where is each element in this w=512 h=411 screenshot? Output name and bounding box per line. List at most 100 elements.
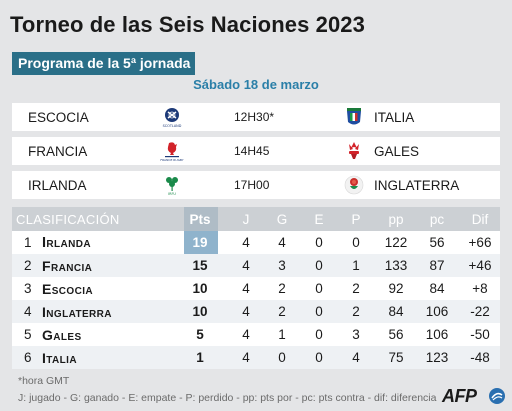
header-j: J (242, 211, 250, 227)
played: 4 (242, 350, 250, 365)
rank: 4 (24, 304, 32, 319)
france-rugby-logo-icon: FRANCE RUGBY (160, 142, 184, 162)
time-note: *hora GMT (18, 375, 70, 387)
abbreviation-legend: J: jugado - G: ganado - E: empate - P: p… (18, 392, 437, 404)
won: 4 (278, 235, 286, 250)
rank: 3 (24, 281, 32, 296)
fixture-home-team: ESCOCIA (28, 109, 89, 125)
pts-column-highlight (184, 207, 218, 231)
played: 4 (242, 281, 250, 296)
team-name: Escocia (42, 280, 94, 297)
points-against: 87 (429, 258, 445, 273)
table-row: 6 Italia 1 4 0 0 4 75 123 -48 (12, 346, 500, 369)
points: 1 (196, 350, 204, 365)
header-g: G (276, 211, 288, 227)
drawn: 0 (315, 258, 323, 273)
table-row: 4 Inglaterra 10 4 2 0 2 84 106 -22 (12, 300, 500, 323)
points-for: 133 (384, 258, 408, 273)
header-p: P (351, 211, 361, 227)
difference: -50 (470, 327, 490, 342)
drawn: 0 (315, 235, 323, 250)
difference: -48 (470, 350, 490, 365)
won: 2 (278, 304, 286, 319)
difference: +46 (468, 258, 492, 273)
lost: 0 (352, 235, 360, 250)
lost: 1 (352, 258, 360, 273)
team-name: Italia (42, 349, 77, 366)
afp-logo-icon (489, 388, 505, 404)
points: 5 (196, 327, 204, 342)
header-pts: Pts (189, 211, 211, 227)
header-clasificacion: CLASIFICACIÓN (16, 211, 120, 227)
rank: 2 (24, 258, 32, 273)
lost: 3 (352, 327, 360, 342)
header-pc: pc (429, 211, 445, 227)
rank: 1 (24, 235, 32, 250)
italy-rugby-logo-icon (347, 108, 361, 125)
subtitle-badge: Programa de la 5ª jornada (12, 52, 196, 75)
rank: 5 (24, 327, 32, 342)
difference: -22 (470, 304, 490, 319)
table-row: 1 Irlanda 19 4 4 0 0 122 56 +66 (12, 231, 500, 254)
drawn: 0 (315, 304, 323, 319)
team-name: Irlanda (42, 234, 92, 251)
lost: 4 (352, 350, 360, 365)
fixture-time: 17H00 (234, 178, 270, 192)
svg-text:FRANCE RUGBY: FRANCE RUGBY (160, 158, 183, 162)
afp-credit: AFP (442, 386, 477, 406)
drawn: 0 (315, 281, 323, 296)
points-against: 123 (425, 350, 449, 365)
fixture-home-team: IRLANDA (28, 177, 87, 193)
svg-text:SCOTLAND: SCOTLAND (163, 124, 182, 128)
difference: +66 (468, 235, 492, 250)
fixture-away-team: GALES (374, 143, 420, 159)
standings-table: CLASIFICACIÓN Pts J G E P pp pc Dif 1 Ir… (12, 207, 500, 369)
lost: 2 (352, 281, 360, 296)
rank: 6 (24, 350, 32, 365)
won: 3 (278, 258, 286, 273)
difference: +8 (472, 281, 488, 296)
fixture-away-team: INGLATERRA (374, 177, 460, 193)
fixture-time: 12H30* (234, 110, 275, 124)
fixture-home-team: FRANCIA (28, 143, 88, 159)
fixture-time: 14H45 (234, 144, 270, 158)
wales-rugby-logo-icon (349, 142, 359, 159)
team-name: Inglaterra (42, 303, 112, 320)
fixture-row: ESCOCIA SCOTLAND 12H30* ITALIA (12, 103, 500, 131)
points-against: 84 (429, 281, 445, 296)
match-date: Sábado 18 de marzo (193, 77, 319, 92)
points: 10 (192, 281, 208, 296)
fixture-row: FRANCIA FRANCE RUGBY 14H45 GALES (12, 137, 500, 165)
points: 10 (192, 304, 208, 319)
points-for: 122 (384, 235, 408, 250)
table-row: 3 Escocia 10 4 2 0 2 92 84 +8 (12, 277, 500, 300)
won: 2 (278, 281, 286, 296)
points-for: 75 (388, 350, 404, 365)
played: 4 (242, 235, 250, 250)
svg-text:IRFU: IRFU (168, 192, 176, 196)
won: 1 (278, 327, 286, 342)
points-against: 56 (429, 235, 445, 250)
fixture-row: IRLANDA IRFU 17H00 INGLATERRA (12, 171, 500, 199)
played: 4 (242, 327, 250, 342)
table-row: 5 Gales 5 4 1 0 3 56 106 -50 (12, 323, 500, 346)
standings-header-row: CLASIFICACIÓN Pts J G E P pp pc Dif (12, 207, 500, 231)
england-rugby-logo-icon (344, 175, 364, 195)
won: 0 (278, 350, 286, 365)
ireland-rugby-logo-icon: IRFU (166, 177, 178, 196)
scotland-rugby-logo-icon: SCOTLAND (163, 108, 182, 128)
page-title: Torneo de las Seis Naciones 2023 (10, 12, 365, 37)
fixture-away-team: ITALIA (374, 109, 415, 125)
played: 4 (242, 258, 250, 273)
played: 4 (242, 304, 250, 319)
header-e: E (314, 211, 324, 227)
team-name: Francia (42, 257, 93, 274)
drawn: 0 (315, 327, 323, 342)
points: 19 (192, 235, 208, 250)
points-for: 92 (388, 281, 404, 296)
lost: 2 (352, 304, 360, 319)
points-for: 56 (388, 327, 404, 342)
table-row: 2 Francia 15 4 3 0 1 133 87 +46 (12, 254, 500, 277)
drawn: 0 (315, 350, 323, 365)
header-pp: pp (388, 211, 404, 227)
